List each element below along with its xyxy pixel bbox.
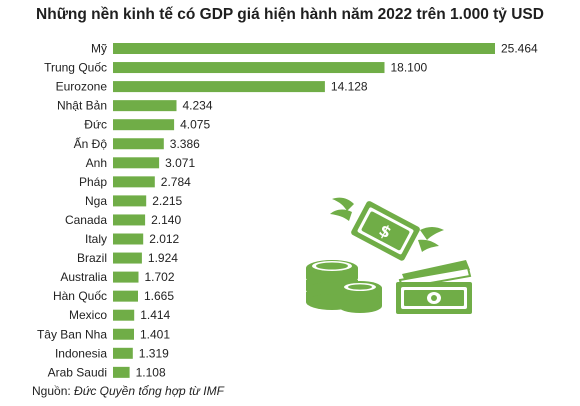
- value-label: 14.128: [331, 80, 368, 94]
- chart-title: Những nền kinh tế có GDP giá hiện hành n…: [36, 6, 544, 23]
- value-label: 3.386: [170, 137, 200, 151]
- value-label: 1.319: [139, 346, 169, 360]
- category-label: Nga: [85, 194, 107, 208]
- bar: [113, 347, 133, 359]
- value-label: 1.924: [148, 251, 178, 265]
- category-label: Italy: [85, 232, 107, 246]
- value-label: 1.414: [140, 308, 170, 322]
- category-label: Mỹ: [91, 42, 107, 56]
- value-label: 2.784: [161, 175, 191, 189]
- bar: [113, 176, 155, 188]
- bar: [113, 138, 164, 150]
- bar: [113, 81, 325, 93]
- category-label: Eurozone: [56, 80, 108, 94]
- value-label: 4.075: [180, 118, 210, 132]
- value-label: 2.215: [152, 194, 182, 208]
- category-label: Australia: [60, 270, 107, 284]
- bar: [113, 271, 139, 283]
- bar: [113, 43, 495, 54]
- value-label: 25.464: [501, 42, 538, 56]
- category-label: Nhật Bản: [57, 99, 107, 113]
- value-label: 3.071: [165, 156, 195, 170]
- category-label: Hàn Quốc: [53, 289, 107, 303]
- value-label: 1.702: [145, 270, 175, 284]
- bar: [113, 119, 175, 131]
- source-label: Nguồn:: [32, 384, 71, 398]
- bar: [113, 366, 130, 378]
- value-label: 18.100: [391, 61, 428, 75]
- source-note: Nguồn: Đức Quyền tổng hợp từ IMF: [32, 384, 224, 398]
- bar: [113, 328, 134, 340]
- value-label: 4.234: [183, 99, 213, 113]
- banknote-stack-icon: [396, 260, 472, 314]
- bar: [113, 233, 144, 245]
- category-label: Pháp: [79, 175, 107, 189]
- category-label: Trung Quốc: [44, 61, 107, 75]
- category-label: Mexico: [69, 308, 107, 322]
- bar: [113, 100, 177, 112]
- bar: [113, 195, 147, 207]
- value-label: 2.140: [151, 213, 181, 227]
- coin-stack-icon: [306, 260, 382, 313]
- bar: [113, 290, 138, 302]
- bar: [113, 309, 135, 321]
- value-label: 1.401: [140, 327, 170, 341]
- category-label: Indonesia: [55, 346, 107, 360]
- value-label: 1.108: [136, 365, 166, 379]
- bar: [113, 62, 385, 74]
- bars-layer: Mỹ 25.464 Trung Quốc 18.100 Eurozone 14.128 Nh…: [37, 42, 538, 380]
- bar: [113, 157, 160, 169]
- money-illustration: $: [306, 197, 472, 314]
- bar: [113, 252, 142, 264]
- value-label: 2.012: [149, 232, 179, 246]
- source-text: Đức Quyền tổng hợp từ IMF: [74, 384, 224, 398]
- category-label: Tây Ban Nha: [37, 327, 107, 341]
- category-label: Anh: [86, 156, 107, 170]
- bar: [113, 214, 146, 226]
- category-label: Ấn Độ: [74, 136, 108, 151]
- category-label: Đức: [84, 118, 107, 132]
- value-label: 1.665: [144, 289, 174, 303]
- category-label: Brazil: [77, 251, 107, 265]
- flying-money-icon: $: [330, 197, 444, 261]
- category-label: Canada: [65, 213, 107, 227]
- category-label: Arab Saudi: [48, 365, 107, 379]
